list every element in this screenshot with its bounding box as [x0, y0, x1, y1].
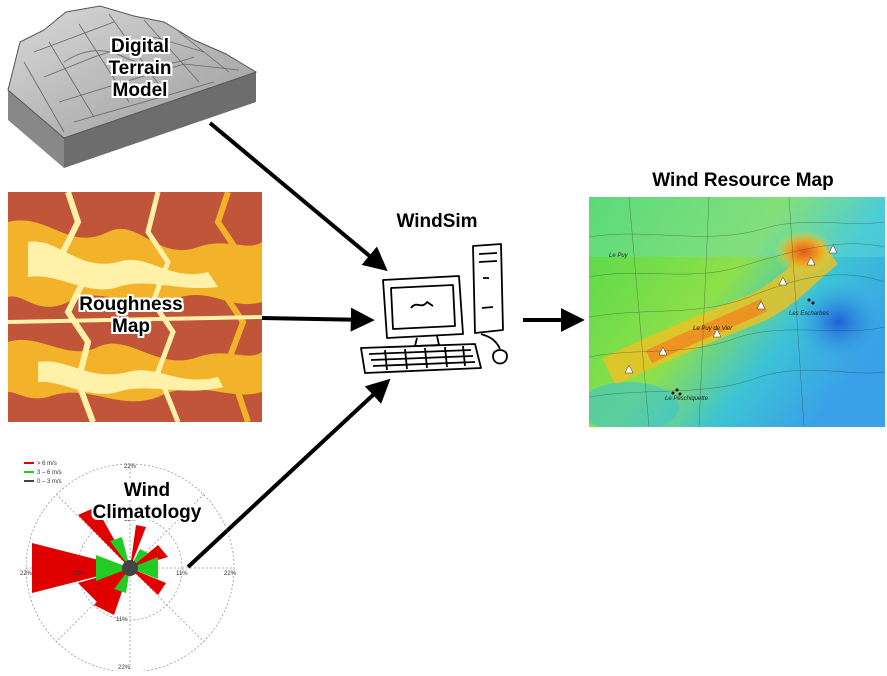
wind-climatology-label: Wind Climatology: [82, 480, 212, 524]
legend-mid: 3 – 6 m/s: [37, 470, 62, 476]
terrain-label-line-3: Model: [112, 79, 168, 101]
climatology-label-line-2: Climatology: [92, 501, 202, 523]
legend-low: 0 – 3 m/s: [37, 479, 62, 485]
roughness-label-line-1: Roughness: [79, 294, 183, 315]
legend-high: > 6 m/s: [37, 461, 57, 467]
place-puy-de-vier: Le Puy de Vier: [693, 326, 733, 332]
wind-rose-chart: > 6 m/s 3 – 6 m/s 0 – 3 m/s 22% 11% 22% …: [20, 461, 237, 673]
ring-label-top-inner: 11%: [124, 517, 136, 523]
arrow-climatology-to-windsim: [186, 378, 391, 569]
roughness-map-panel: [8, 192, 262, 422]
turbine-markers: [624, 244, 838, 374]
wind-resource-map-image: Les Escharbes Le Puy de Vier Le Peschiqu…: [589, 197, 885, 427]
ring-label-right-outer: 22%: [224, 571, 237, 577]
ring-label-left-outer: 22%: [20, 571, 33, 577]
wind-resource-map-title: Wind Resource Map: [652, 170, 834, 191]
terrain-label-line-2: Terrain: [108, 57, 172, 79]
place-peschiquette: Le Peschiquette: [665, 396, 709, 402]
arrow-terrain-to-windsim: [208, 121, 388, 272]
roughness-map-label: Roughness Map: [62, 294, 200, 338]
terrain-model-panel: [4, 2, 264, 172]
ring-label-top: 22%: [124, 464, 137, 470]
terrain-label-line-1: Digital: [110, 36, 170, 57]
terrain-model-label: Digital Terrain Model: [88, 36, 192, 102]
wind-rose-high-speed: [32, 507, 168, 615]
wind-rose-low-speed: [122, 560, 138, 576]
computer-sketch-icon: [360, 243, 508, 374]
wind-rose-panel: > 6 m/s 3 – 6 m/s 0 – 3 m/s 22% 11% 22% …: [18, 455, 248, 673]
ring-label-left-inner: 11%: [72, 571, 84, 577]
roughness-map-image: [8, 192, 262, 422]
climatology-label-line-1: Wind: [123, 480, 171, 501]
place-escharbes: Les Escharbes: [789, 311, 829, 317]
wind-resource-map-panel: Les Escharbes Le Puy de Vier Le Peschiqu…: [589, 197, 885, 427]
terrain-mesh-image: [7, 5, 258, 168]
ring-label-bottom: 22%: [118, 665, 131, 671]
ring-label-bottom-inner: 11%: [116, 617, 128, 623]
windsim-label: WindSim: [396, 211, 478, 232]
roughness-label-line-2: Map: [112, 315, 150, 337]
place-puy: Le Puy: [609, 253, 629, 259]
ring-label-right-inner: 11%: [176, 571, 188, 577]
